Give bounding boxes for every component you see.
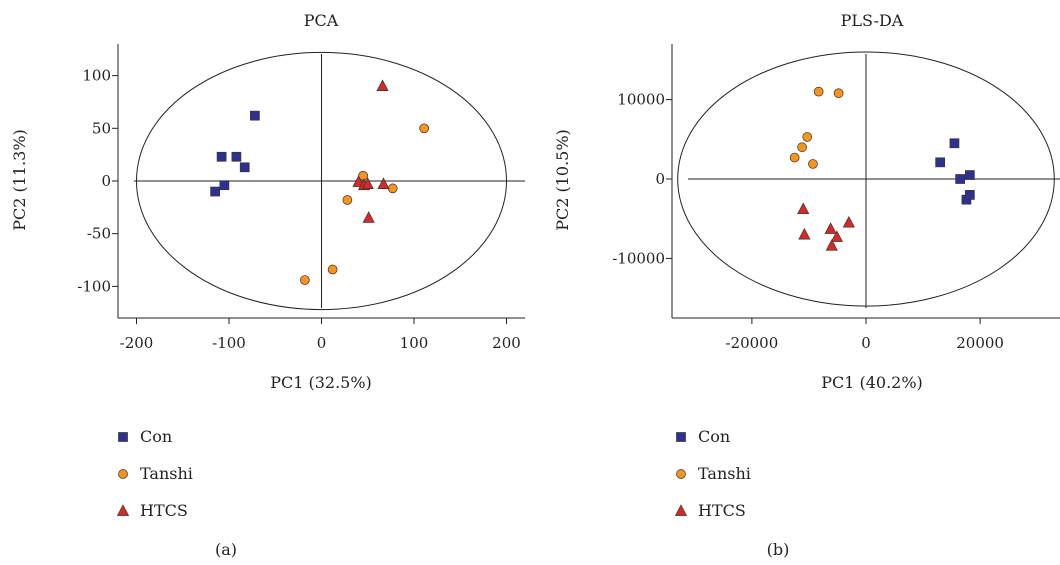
x-tick-label: -200	[120, 334, 154, 352]
y-tick-label: -100	[77, 277, 111, 295]
panel-b-title: PLS-DA	[841, 11, 904, 30]
point-htcs	[842, 215, 855, 228]
point-htcs	[362, 211, 375, 223]
legend-marker-htcs	[674, 504, 688, 516]
legend-item-htcs: HTCS	[674, 501, 746, 520]
point-con	[964, 190, 975, 200]
point-tanshi	[813, 86, 824, 97]
point-tanshi	[797, 142, 807, 153]
panel-a-ylabel: PC2 (11.3%)	[10, 129, 29, 231]
point-con	[250, 110, 260, 121]
y-tick-label: -50	[87, 225, 111, 243]
point-tanshi	[327, 264, 338, 275]
legend-marker-tanshi	[676, 469, 686, 479]
point-tanshi	[300, 275, 310, 285]
y-tick-label: 0	[101, 172, 111, 190]
y-tick-label: 100	[82, 67, 111, 85]
legend-marker-tanshi	[118, 469, 128, 479]
x-tick-label: 0	[317, 334, 327, 352]
point-htcs	[377, 177, 390, 190]
legend-label-tanshi: Tanshi	[698, 464, 751, 483]
confidence-ellipse	[136, 51, 507, 311]
point-con	[949, 138, 960, 149]
point-con	[219, 180, 230, 191]
legend-label-tanshi: Tanshi	[140, 464, 193, 483]
panel-b-legend: Con Tanshi HTCS	[674, 427, 751, 520]
panel-a-title: PCA	[304, 11, 339, 30]
point-htcs	[797, 202, 810, 215]
panel-a: PCA -200 -100 0 100 200 100 50 0 -50 -100 PC1 (32…	[10, 11, 525, 559]
point-htcs	[361, 177, 374, 190]
panel-a-plot: -200 -100 0 100 200 100 50 0 -50 -100	[77, 44, 525, 352]
panel-b-xlabel: PC1 (40.2%)	[821, 373, 923, 392]
legend-label-htcs: HTCS	[698, 501, 746, 520]
y-tick-label: -10000	[612, 249, 665, 267]
panel-a-label: (a)	[215, 540, 237, 559]
legend-label-htcs: HTCS	[140, 501, 188, 520]
x-tick-label: 0	[861, 334, 871, 352]
point-con	[231, 151, 242, 162]
point-tanshi	[342, 195, 353, 205]
legend-item-tanshi: Tanshi	[118, 464, 193, 483]
point-tanshi	[802, 132, 813, 142]
point-htcs	[798, 227, 811, 240]
point-htcs	[376, 79, 389, 92]
point-htcs	[830, 230, 843, 242]
legend-marker-con	[676, 432, 686, 442]
point-htcs	[825, 238, 838, 251]
y-tick-label: 10000	[617, 91, 665, 109]
x-tick-label: -20000	[725, 334, 778, 352]
legend-item-con: Con	[118, 427, 172, 446]
x-tick-label: 100	[400, 334, 429, 352]
point-tanshi	[789, 152, 800, 163]
legend-item-htcs: HTCS	[116, 501, 188, 520]
point-con	[210, 186, 220, 197]
legend-label-con: Con	[140, 427, 172, 446]
legend-label-con: Con	[698, 427, 730, 446]
point-con	[239, 162, 250, 173]
point-htcs	[824, 222, 837, 234]
panel-b-label: (b)	[767, 540, 790, 559]
point-con	[216, 151, 227, 162]
point-con	[935, 157, 946, 168]
legend-marker-con	[118, 432, 128, 442]
legend-marker-htcs	[116, 504, 130, 516]
y-tick-label: 0	[655, 170, 665, 188]
panel-a-legend: Con Tanshi HTCS	[116, 427, 193, 520]
point-tanshi	[419, 123, 430, 134]
y-tick-label: 50	[92, 119, 111, 137]
x-tick-label: 20000	[956, 334, 1004, 352]
panel-b-plot: -20000 0 20000 10000 0 -10000	[612, 44, 1060, 352]
legend-item-tanshi: Tanshi	[676, 464, 751, 483]
point-con	[964, 170, 975, 180]
panel-a-xlabel: PC1 (32.5%)	[270, 373, 372, 392]
point-tanshi	[387, 183, 398, 194]
panel-b-ylabel: PC2 (10.5%)	[553, 129, 572, 231]
x-tick-label: 200	[492, 334, 521, 352]
legend-item-con: Con	[676, 427, 730, 446]
confidence-ellipse	[677, 51, 1055, 307]
panel-b: PLS-DA -20000 0 20000 10000 0 -10000 PC1 (40.…	[553, 11, 1060, 559]
x-tick-label: -100	[212, 334, 246, 352]
point-con	[955, 174, 965, 184]
point-tanshi	[833, 88, 844, 99]
point-tanshi	[808, 159, 818, 169]
